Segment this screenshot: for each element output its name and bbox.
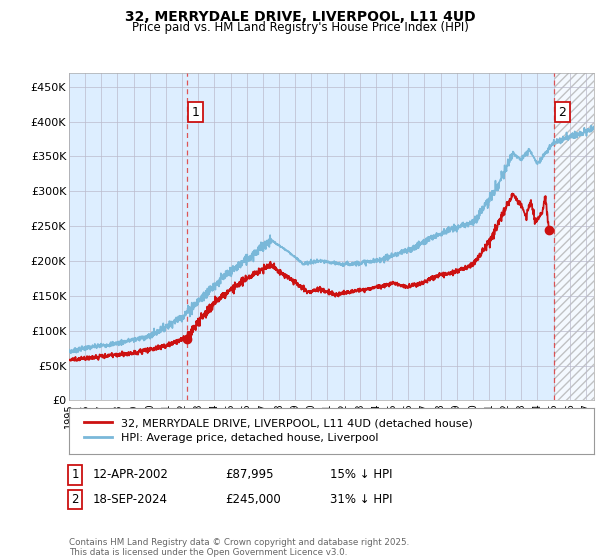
Text: 15% ↓ HPI: 15% ↓ HPI — [330, 468, 392, 482]
Text: Contains HM Land Registry data © Crown copyright and database right 2025.
This d: Contains HM Land Registry data © Crown c… — [69, 538, 409, 557]
Text: £245,000: £245,000 — [225, 493, 281, 506]
Text: 1: 1 — [71, 468, 79, 482]
Text: Price paid vs. HM Land Registry's House Price Index (HPI): Price paid vs. HM Land Registry's House … — [131, 21, 469, 34]
Text: 12-APR-2002: 12-APR-2002 — [93, 468, 169, 482]
Text: 2: 2 — [71, 493, 79, 506]
Text: 1: 1 — [191, 106, 199, 119]
Legend: 32, MERRYDALE DRIVE, LIVERPOOL, L11 4UD (detached house), HPI: Average price, de: 32, MERRYDALE DRIVE, LIVERPOOL, L11 4UD … — [80, 414, 477, 447]
Text: 32, MERRYDALE DRIVE, LIVERPOOL, L11 4UD: 32, MERRYDALE DRIVE, LIVERPOOL, L11 4UD — [125, 10, 475, 24]
Text: 2: 2 — [559, 106, 566, 119]
Text: 18-SEP-2024: 18-SEP-2024 — [93, 493, 168, 506]
Text: 31% ↓ HPI: 31% ↓ HPI — [330, 493, 392, 506]
Text: £87,995: £87,995 — [225, 468, 274, 482]
